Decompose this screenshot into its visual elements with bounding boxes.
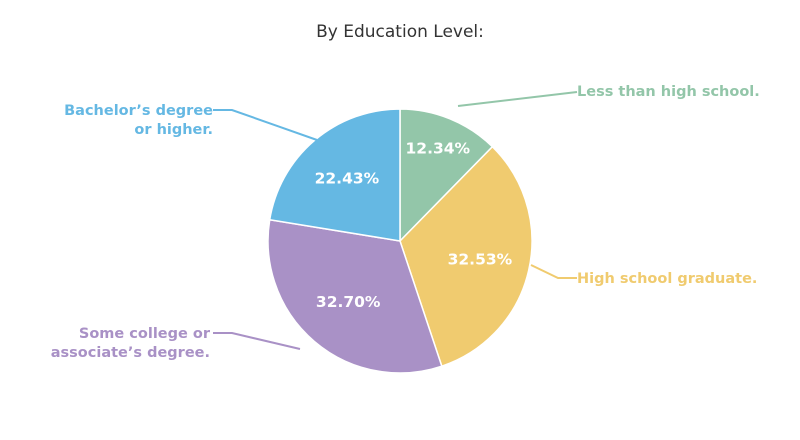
slice-value-label: 32.70%: [316, 293, 381, 311]
leader-lines: [213, 91, 578, 350]
percent-labels: 12.34% 32.53% 32.70% 22.43%: [315, 139, 513, 311]
pie-slice: [268, 108, 401, 242]
pie-slice: [399, 145, 533, 368]
pie-slice: [399, 108, 494, 243]
slice-category-label: Bachelor’s degree or higher.: [64, 103, 213, 138]
leader-line: [457, 91, 578, 107]
leader-line: [530, 264, 577, 279]
slice-value-label: 12.34%: [406, 139, 471, 157]
slice-category-label: Some college or associate’s degree.: [51, 326, 211, 361]
chart-title: By Education Level:: [316, 22, 484, 42]
pie-slice: [267, 218, 443, 374]
slice-category-label: Less than high school.: [577, 84, 760, 100]
pie-slices: [267, 108, 533, 374]
category-labels: Less than high school. High school gradua…: [51, 84, 760, 361]
slice-value-label: 22.43%: [315, 170, 380, 188]
leader-line: [213, 332, 301, 350]
slice-value-label: 32.53%: [448, 250, 513, 268]
slice-category-label: High school graduate.: [577, 271, 757, 287]
leader-line: [213, 109, 318, 141]
